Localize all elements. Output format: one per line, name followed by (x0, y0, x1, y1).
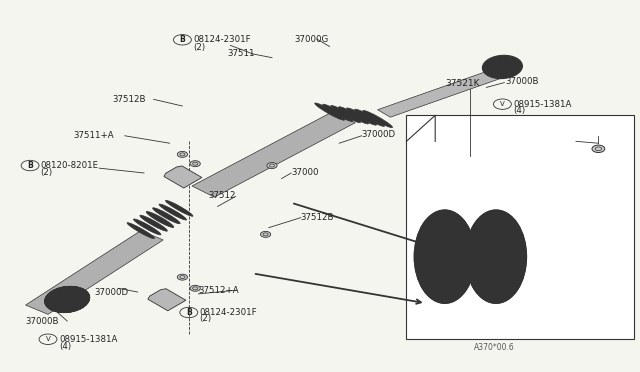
Ellipse shape (424, 223, 466, 290)
Text: A370*00.6: A370*00.6 (474, 343, 515, 352)
Polygon shape (378, 67, 512, 117)
Text: V: V (45, 336, 51, 342)
Ellipse shape (331, 105, 360, 123)
Text: 37512: 37512 (208, 191, 236, 200)
Text: 37000D: 37000D (95, 288, 129, 296)
Ellipse shape (466, 210, 526, 303)
Ellipse shape (475, 223, 517, 290)
Text: 37000B: 37000B (506, 77, 539, 86)
Text: 37000B: 37000B (26, 317, 59, 326)
Text: 37000G: 37000G (294, 35, 329, 44)
Polygon shape (148, 289, 186, 311)
Ellipse shape (415, 210, 475, 303)
Ellipse shape (140, 215, 168, 231)
Text: V: V (500, 101, 505, 107)
Text: (2): (2) (40, 168, 52, 177)
Text: 08120-8201E: 08120-8201E (40, 161, 99, 170)
Circle shape (177, 151, 188, 157)
Text: 37511+A: 37511+A (74, 131, 114, 140)
Ellipse shape (339, 107, 369, 124)
Ellipse shape (347, 108, 376, 125)
Text: 08915-1381A: 08915-1381A (513, 100, 572, 109)
Text: 37512B: 37512B (301, 213, 334, 222)
Ellipse shape (45, 286, 90, 312)
Ellipse shape (433, 237, 457, 276)
Polygon shape (164, 166, 202, 188)
Circle shape (267, 163, 277, 169)
Circle shape (177, 274, 188, 280)
Circle shape (260, 231, 271, 237)
Text: 37000D: 37000D (362, 130, 396, 139)
Ellipse shape (134, 219, 161, 235)
Ellipse shape (159, 204, 186, 220)
Ellipse shape (146, 211, 174, 228)
Text: B: B (28, 161, 33, 170)
Ellipse shape (483, 55, 522, 78)
Circle shape (190, 161, 200, 167)
Text: 08124-2301F: 08124-2301F (200, 308, 257, 317)
Text: 37511: 37511 (227, 49, 255, 58)
Ellipse shape (323, 104, 353, 122)
Text: 37521K: 37521K (445, 79, 479, 88)
Text: 08124-2301F: 08124-2301F (193, 35, 251, 44)
Text: (2): (2) (200, 314, 212, 323)
Polygon shape (26, 231, 163, 314)
Text: 37512B: 37512B (112, 95, 145, 104)
Text: B: B (186, 308, 191, 317)
Text: 37000: 37000 (291, 169, 319, 177)
Ellipse shape (355, 109, 385, 126)
Ellipse shape (315, 103, 344, 120)
FancyBboxPatch shape (406, 115, 634, 339)
Ellipse shape (363, 110, 392, 128)
Circle shape (190, 285, 200, 291)
Text: B: B (180, 35, 185, 44)
Ellipse shape (484, 237, 508, 276)
Polygon shape (192, 112, 355, 197)
Ellipse shape (166, 201, 193, 216)
Text: 37512+A: 37512+A (198, 286, 239, 295)
Text: 08915-1381A: 08915-1381A (59, 335, 117, 344)
Text: (4): (4) (513, 106, 525, 115)
Circle shape (592, 145, 605, 153)
Text: (2): (2) (193, 43, 205, 52)
Text: (4): (4) (59, 342, 71, 351)
Ellipse shape (127, 223, 154, 238)
Ellipse shape (152, 208, 180, 224)
